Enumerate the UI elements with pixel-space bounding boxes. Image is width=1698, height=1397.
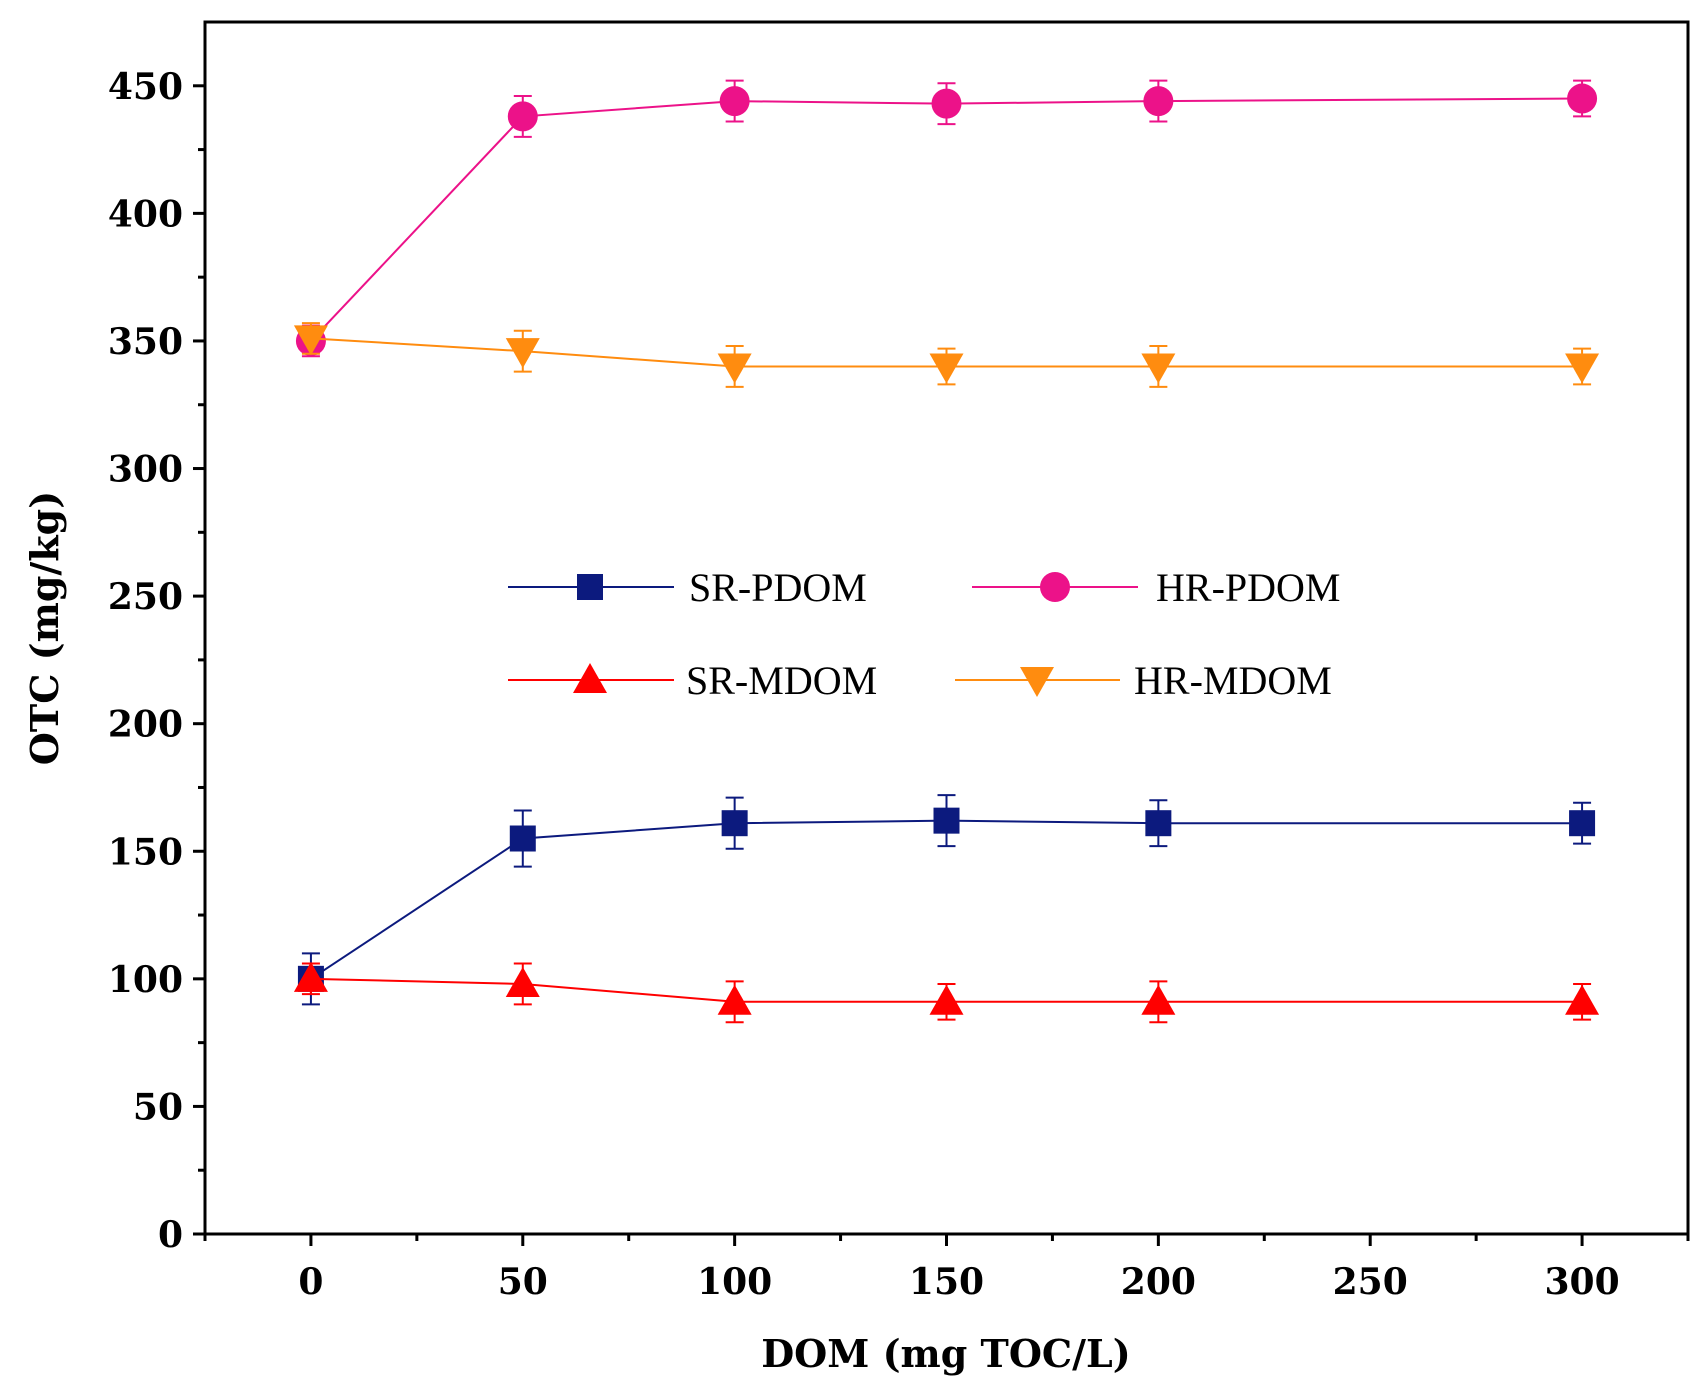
series-line	[310, 337, 1583, 368]
x-axis: 0 50 100 150 200 250 300	[203, 1234, 1690, 1303]
series-hr-mdom	[293, 322, 1600, 388]
data-point	[1145, 810, 1172, 837]
y-axis: 0 50 100 150 200 250 300 350 400 450	[108, 66, 205, 1256]
series-line	[310, 977, 1583, 1003]
data-point	[1565, 984, 1600, 1015]
series-layer	[293, 79, 1600, 1024]
series-sr-mdom	[293, 961, 1600, 1024]
legend-item-hr-pdom: HR-PDOM	[972, 565, 1340, 610]
data-point	[1569, 810, 1596, 837]
legend-label: HR-PDOM	[1156, 565, 1340, 610]
data-point	[929, 353, 964, 384]
data-point	[1143, 86, 1174, 117]
legend: SR-PDOM HR-PDOM SR-MDOM HR-MDOM	[508, 565, 1340, 703]
series-sr-pdom	[297, 794, 1596, 1006]
data-point	[717, 984, 752, 1015]
x-tick-label: 300	[1544, 1261, 1619, 1303]
legend-item-sr-mdom: SR-MDOM	[508, 658, 877, 703]
y-tick-label: 400	[108, 193, 183, 235]
series-hr-pdom	[295, 79, 1598, 358]
data-point	[509, 825, 536, 852]
x-tick-label: 150	[909, 1261, 984, 1303]
y-axis-title: OTC (mg/kg)	[22, 491, 67, 765]
x-tick-label: 50	[498, 1261, 548, 1303]
legend-label: SR-MDOM	[686, 658, 877, 703]
y-tick-label: 300	[108, 449, 183, 491]
series-line	[310, 97, 1583, 342]
legend-marker	[577, 574, 603, 600]
y-tick-label: 450	[108, 66, 183, 108]
data-point	[721, 810, 748, 837]
y-tick-label: 100	[108, 959, 183, 1001]
x-tick-label: 250	[1333, 1261, 1408, 1303]
data-point	[933, 807, 960, 834]
data-point	[293, 961, 328, 992]
legend-item-hr-mdom: HR-MDOM	[955, 658, 1332, 703]
data-point	[1141, 353, 1176, 384]
y-tick-label: 50	[133, 1086, 183, 1128]
data-point	[1141, 984, 1176, 1015]
data-point	[717, 353, 752, 384]
data-point	[505, 338, 540, 369]
legend-marker	[1040, 572, 1070, 602]
legend-item-sr-pdom: SR-PDOM	[508, 565, 867, 610]
data-point	[929, 984, 964, 1015]
data-point	[1567, 83, 1598, 114]
y-tick-label: 150	[108, 831, 183, 873]
data-point	[293, 325, 328, 356]
y-tick-label: 250	[108, 576, 183, 618]
x-tick-label: 200	[1121, 1261, 1196, 1303]
data-point	[931, 88, 962, 119]
plot-frame	[203, 20, 1690, 1236]
data-point	[505, 966, 540, 997]
y-tick-label: 0	[158, 1214, 183, 1256]
legend-marker	[573, 663, 607, 693]
legend-label: HR-MDOM	[1134, 658, 1332, 703]
series-line	[310, 819, 1583, 980]
data-point	[507, 101, 538, 132]
x-axis-title: DOM (mg TOC/L)	[761, 1331, 1131, 1376]
data-point	[719, 86, 750, 117]
y-tick-label: 350	[108, 321, 183, 363]
y-tick-label: 200	[108, 704, 183, 746]
x-tick-label: 0	[298, 1261, 323, 1303]
legend-label: SR-PDOM	[689, 565, 867, 610]
data-point	[1565, 353, 1600, 384]
x-tick-label: 100	[697, 1261, 772, 1303]
legend-marker	[1020, 667, 1054, 697]
